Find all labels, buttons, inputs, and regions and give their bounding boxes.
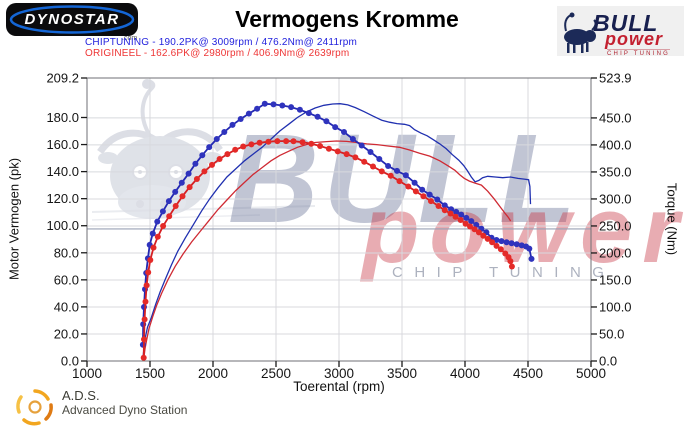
svg-text:450.0: 450.0	[599, 110, 632, 125]
svg-text:120.0: 120.0	[46, 191, 79, 206]
svg-text:4000: 4000	[450, 366, 480, 381]
series-origineel_power_pk	[143, 140, 512, 357]
svg-text:160.0: 160.0	[46, 137, 79, 152]
y-axis-title-right: Torque (Nm)	[664, 182, 680, 256]
series-chiptuning_torque_nm	[139, 100, 535, 348]
svg-text:523.9: 523.9	[599, 71, 632, 86]
svg-text:5000: 5000	[576, 366, 606, 381]
ads-swirl-icon	[16, 389, 53, 426]
svg-text:80.0: 80.0	[54, 245, 79, 260]
chiptuning-watermark-text: CHIP TUNING	[392, 264, 615, 281]
svg-text:60.0: 60.0	[54, 272, 79, 287]
series-chiptuning_power_pk	[142, 103, 532, 357]
svg-text:150.0: 150.0	[599, 272, 632, 287]
svg-text:50.0: 50.0	[599, 326, 624, 341]
svg-text:40.0: 40.0	[54, 299, 79, 314]
svg-text:2500: 2500	[261, 366, 291, 381]
svg-text:1500: 1500	[135, 366, 165, 381]
svg-text:200.0: 200.0	[599, 245, 632, 260]
svg-text:0.0: 0.0	[599, 354, 617, 369]
dynostar-logo: DYNOSTAR	[6, 3, 138, 36]
svg-text:2000: 2000	[198, 366, 228, 381]
legend-origineel: ORIGINEEL - 162.6PK@ 2980rpm / 406.9Nm@ …	[85, 48, 350, 59]
svg-text:1000: 1000	[72, 366, 102, 381]
svg-text:0.0: 0.0	[61, 354, 79, 369]
page-title: Vermogens Kromme	[235, 6, 459, 32]
svg-text:3500: 3500	[387, 366, 417, 381]
x-axis-title: Toerental (rpm)	[293, 379, 385, 394]
ads-abbr: A.D.S.	[62, 388, 100, 403]
bull-icon	[564, 12, 597, 53]
svg-text:4500: 4500	[513, 366, 543, 381]
legend-chiptuning: CHIPTUNING - 190.2PK@ 3009rpm / 476.2Nm@…	[85, 37, 358, 48]
svg-text:250.0: 250.0	[599, 218, 632, 233]
svg-text:209.2: 209.2	[46, 71, 79, 86]
gridlines	[87, 78, 591, 361]
svg-text:400.0: 400.0	[599, 137, 632, 152]
axis-ticks-and-labels: 0.0 20.0 40.0 60.0 80.0 100.0 120.0 140.0 160.0 1…	[46, 71, 631, 382]
y-axis-title-left: Motor Vermogen (pk)	[6, 157, 22, 281]
dynostar-brand: DYNOSTAR	[24, 11, 120, 28]
svg-text:100.0: 100.0	[599, 299, 632, 314]
bullpower-tagline: CHIP TUNING	[607, 49, 670, 57]
svg-text:140.0: 140.0	[46, 164, 79, 179]
svg-text:180.0: 180.0	[46, 110, 79, 125]
dynostar-com-label: .com	[122, 35, 138, 42]
svg-text:3000: 3000	[324, 366, 354, 381]
bullpower-power: power	[605, 29, 664, 49]
svg-text:350.0: 350.0	[599, 164, 632, 179]
ads-name: Advanced Dyno Station	[62, 403, 188, 417]
svg-text:100.0: 100.0	[46, 218, 79, 233]
series-origineel_torque_nm	[140, 138, 515, 361]
bullpower-logo: BULL power CHIP TUNING	[557, 6, 684, 57]
svg-text:300.0: 300.0	[599, 191, 632, 206]
dynostar-ellipse-icon	[9, 5, 135, 34]
svg-text:20.0: 20.0	[54, 326, 79, 341]
bullpower-brand: BULL	[593, 10, 659, 36]
